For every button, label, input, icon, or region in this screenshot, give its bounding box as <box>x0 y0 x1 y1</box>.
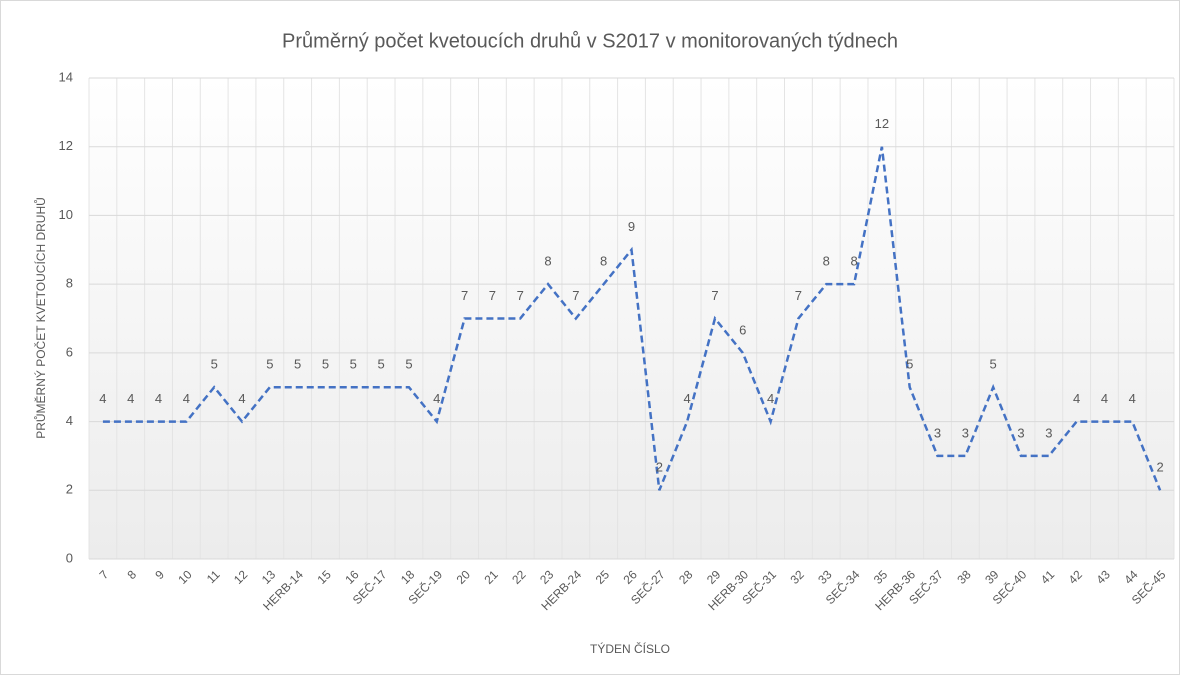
data-label: 9 <box>628 219 635 234</box>
data-label: 4 <box>433 391 440 406</box>
y-tick-label: 0 <box>66 550 73 565</box>
data-label: 4 <box>684 391 691 406</box>
data-label: 4 <box>767 391 774 406</box>
data-label: 4 <box>183 391 190 406</box>
data-line <box>102 146 1162 491</box>
data-label: 6 <box>739 322 746 337</box>
data-label: 7 <box>489 288 496 303</box>
chart-title: Průměrný počet kvetoucích druhů v S2017 … <box>282 30 898 52</box>
data-label: 7 <box>461 288 468 303</box>
y-tick-label: 2 <box>66 482 73 497</box>
data-label: 7 <box>572 288 579 303</box>
y-tick-label: 14 <box>59 69 73 84</box>
data-label: 2 <box>656 460 663 475</box>
data-label: 8 <box>823 254 830 269</box>
data-label: 4 <box>1101 391 1108 406</box>
data-label: 3 <box>962 425 969 440</box>
data-label: 5 <box>906 357 913 372</box>
data-label: 5 <box>990 357 997 372</box>
y-tick-label: 4 <box>66 413 73 428</box>
data-label: 4 <box>127 391 134 406</box>
data-label: 8 <box>544 254 551 269</box>
data-label: 5 <box>322 357 329 372</box>
data-label: 3 <box>1017 425 1024 440</box>
data-label: 8 <box>850 254 857 269</box>
data-label: 3 <box>1045 425 1052 440</box>
data-label: 5 <box>350 357 357 372</box>
plot-area <box>89 78 1174 559</box>
data-label: 4 <box>99 391 106 406</box>
data-label: 3 <box>934 425 941 440</box>
data-label: 4 <box>238 391 245 406</box>
data-label: 4 <box>1073 391 1080 406</box>
data-label: 5 <box>211 357 218 372</box>
data-label: 5 <box>294 357 301 372</box>
y-tick-label: 12 <box>59 138 73 153</box>
data-label: 7 <box>711 288 718 303</box>
data-label: 5 <box>266 357 273 372</box>
data-label: 8 <box>600 254 607 269</box>
data-label: 7 <box>795 288 802 303</box>
y-tick-label: 10 <box>59 207 73 222</box>
data-label: 4 <box>1129 391 1136 406</box>
y-axis-title: PRŮMĚRNÝ POČET KVETOUCÍCH DRUHŮ <box>33 197 48 439</box>
data-label: 5 <box>405 357 412 372</box>
data-label: 4 <box>155 391 162 406</box>
data-label: 2 <box>1156 460 1163 475</box>
data-label: 7 <box>517 288 524 303</box>
y-tick-label: 6 <box>66 344 73 359</box>
x-axis-title: TÝDEN ČÍSLO <box>590 641 670 656</box>
y-tick-label: 8 <box>66 276 73 291</box>
data-label: 5 <box>377 357 384 372</box>
data-label: 12 <box>875 116 889 131</box>
